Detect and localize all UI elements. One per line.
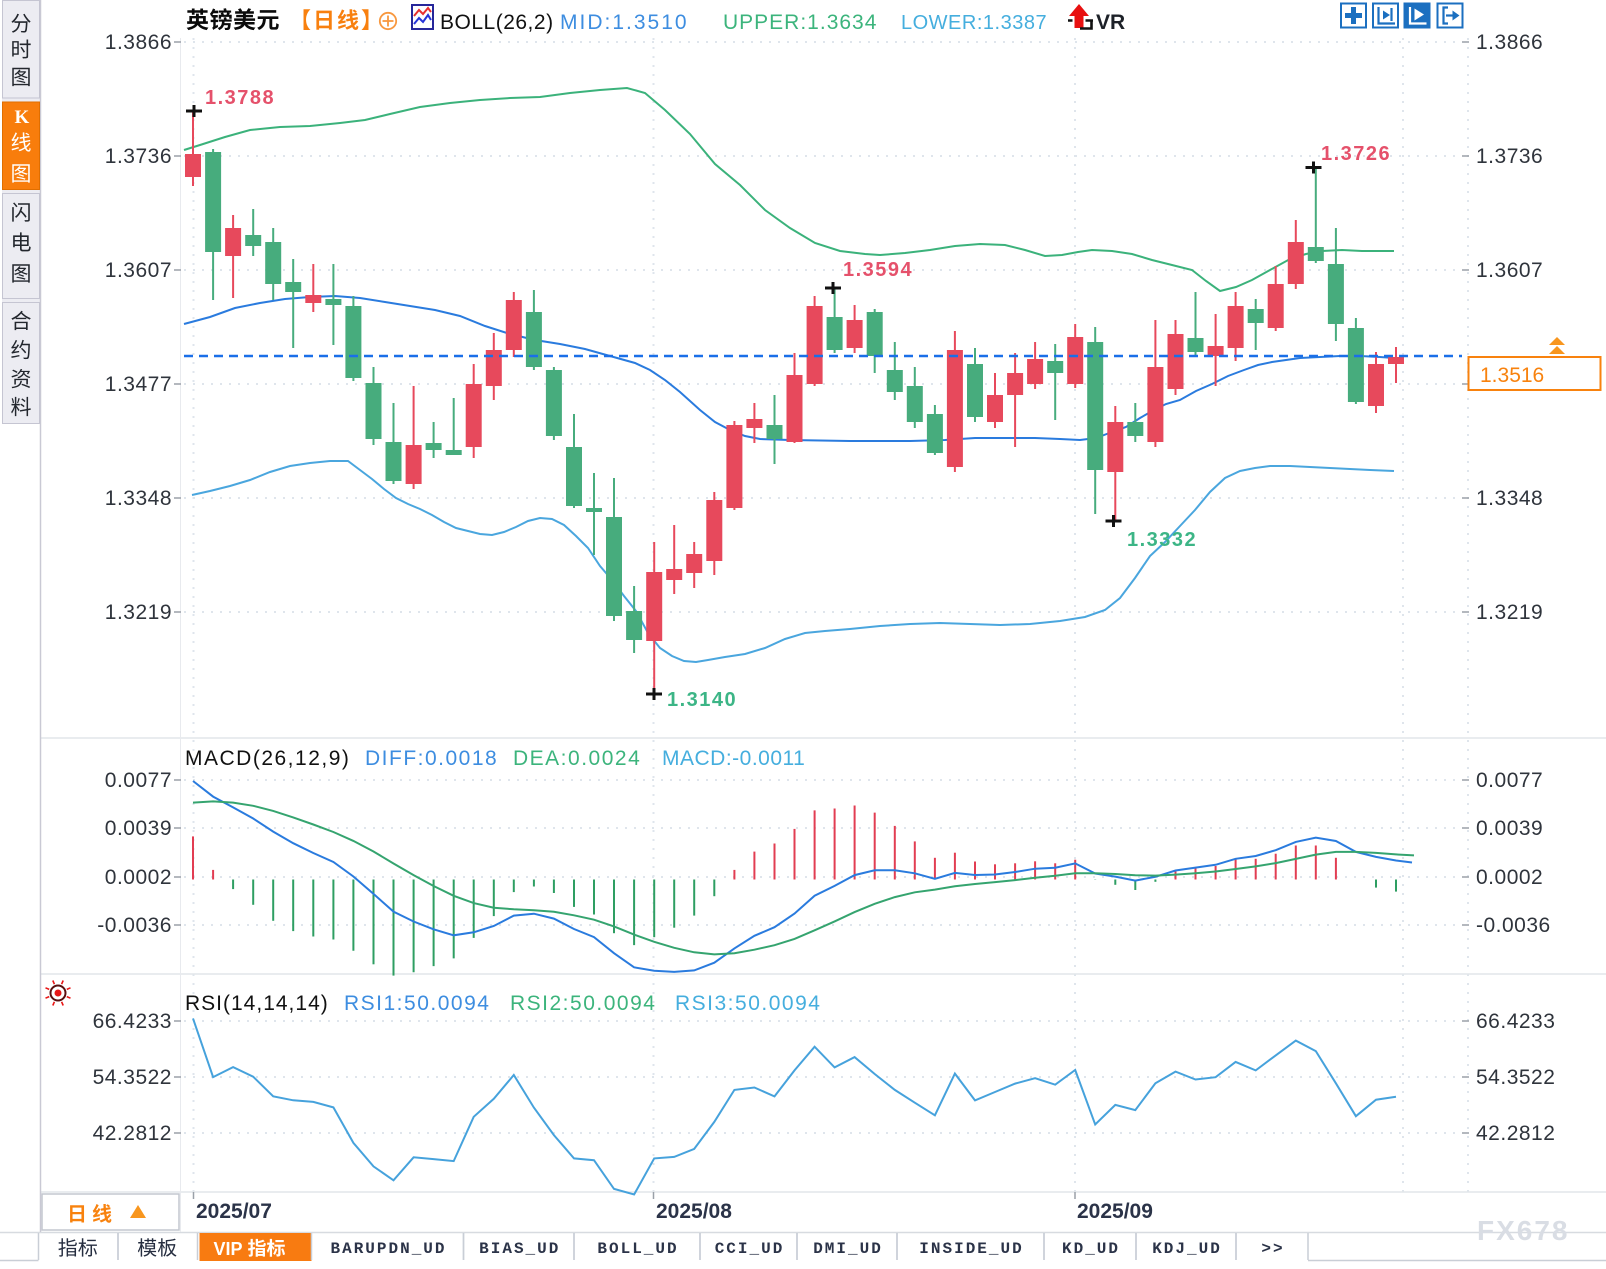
svg-text:1.3348: 1.3348 bbox=[105, 487, 172, 510]
svg-text:2025/09: 2025/09 bbox=[1077, 1200, 1153, 1223]
svg-text:42.2812: 42.2812 bbox=[1476, 1122, 1555, 1145]
svg-text:INSIDE_UD: INSIDE_UD bbox=[919, 1240, 1023, 1258]
svg-text:0.0002: 0.0002 bbox=[1476, 866, 1543, 889]
svg-text:MACD(26,12,9): MACD(26,12,9) bbox=[185, 747, 350, 770]
svg-text:DEA:0.0024: DEA:0.0024 bbox=[513, 747, 641, 770]
svg-text:BOLL_UD: BOLL_UD bbox=[597, 1240, 678, 1258]
svg-text:BOLL(26,2): BOLL(26,2) bbox=[440, 11, 554, 34]
svg-text:FX678: FX678 bbox=[1477, 1215, 1570, 1246]
svg-text:DMI_UD: DMI_UD bbox=[813, 1240, 883, 1258]
svg-text:LOWER:1.3387: LOWER:1.3387 bbox=[901, 12, 1047, 34]
svg-text:MACD:-0.0011: MACD:-0.0011 bbox=[662, 747, 805, 770]
svg-text:1.3219: 1.3219 bbox=[1476, 601, 1543, 624]
svg-text:1.3726: 1.3726 bbox=[1321, 143, 1391, 165]
svg-text:1.3866: 1.3866 bbox=[105, 31, 172, 54]
svg-text:1.3736: 1.3736 bbox=[1476, 145, 1543, 168]
svg-text:-0.0036: -0.0036 bbox=[97, 914, 172, 937]
svg-text:1.3594: 1.3594 bbox=[843, 259, 913, 281]
svg-text:0.0002: 0.0002 bbox=[105, 866, 172, 889]
svg-text:54.3522: 54.3522 bbox=[1476, 1066, 1555, 1089]
svg-text:0.0077: 0.0077 bbox=[1476, 769, 1543, 792]
svg-text:66.4233: 66.4233 bbox=[1476, 1010, 1555, 1033]
svg-text:1.3607: 1.3607 bbox=[105, 259, 172, 282]
svg-text:0.0039: 0.0039 bbox=[105, 817, 172, 840]
svg-text:1.3866: 1.3866 bbox=[1476, 31, 1543, 54]
svg-text:1.3348: 1.3348 bbox=[1476, 487, 1543, 510]
svg-text:RSI1:50.0094: RSI1:50.0094 bbox=[344, 992, 490, 1015]
svg-text:1.3607: 1.3607 bbox=[1476, 259, 1543, 282]
svg-text:1.3788: 1.3788 bbox=[205, 87, 275, 109]
svg-text:2025/08: 2025/08 bbox=[656, 1200, 732, 1223]
svg-text:1.3736: 1.3736 bbox=[105, 145, 172, 168]
svg-text:1.3219: 1.3219 bbox=[105, 601, 172, 624]
svg-text:MID:1.3510: MID:1.3510 bbox=[560, 11, 689, 34]
svg-text:0.0039: 0.0039 bbox=[1476, 817, 1543, 840]
svg-text:KD_UD: KD_UD bbox=[1062, 1240, 1120, 1258]
svg-text:>>: >> bbox=[1261, 1240, 1284, 1258]
svg-text:1.3477: 1.3477 bbox=[105, 373, 172, 396]
svg-text:1.3516: 1.3516 bbox=[1480, 364, 1544, 387]
svg-text:VR: VR bbox=[1096, 11, 1125, 34]
svg-text:K: K bbox=[15, 107, 30, 128]
svg-text:BIAS_UD: BIAS_UD bbox=[479, 1240, 560, 1258]
svg-text:42.2812: 42.2812 bbox=[93, 1122, 172, 1145]
svg-text:DIFF:0.0018: DIFF:0.0018 bbox=[365, 747, 498, 770]
svg-text:1.3140: 1.3140 bbox=[667, 689, 737, 711]
svg-text:RSI3:50.0094: RSI3:50.0094 bbox=[675, 992, 821, 1015]
svg-text:UPPER:1.3634: UPPER:1.3634 bbox=[723, 11, 877, 34]
svg-text:CCI_UD: CCI_UD bbox=[715, 1240, 785, 1258]
svg-text:RSI2:50.0094: RSI2:50.0094 bbox=[510, 992, 656, 1015]
svg-text:0.0077: 0.0077 bbox=[105, 769, 172, 792]
svg-text:1.3332: 1.3332 bbox=[1127, 529, 1197, 551]
svg-text:66.4233: 66.4233 bbox=[93, 1010, 172, 1033]
svg-text:RSI(14,14,14): RSI(14,14,14) bbox=[185, 992, 329, 1015]
svg-text:-0.0036: -0.0036 bbox=[1476, 914, 1551, 937]
svg-text:2025/07: 2025/07 bbox=[196, 1200, 272, 1223]
svg-text:KDJ_UD: KDJ_UD bbox=[1152, 1240, 1222, 1258]
svg-text:VIP: VIP bbox=[214, 1239, 243, 1259]
svg-text:BARUPDN_UD: BARUPDN_UD bbox=[330, 1240, 446, 1258]
svg-text:54.3522: 54.3522 bbox=[93, 1066, 172, 1089]
